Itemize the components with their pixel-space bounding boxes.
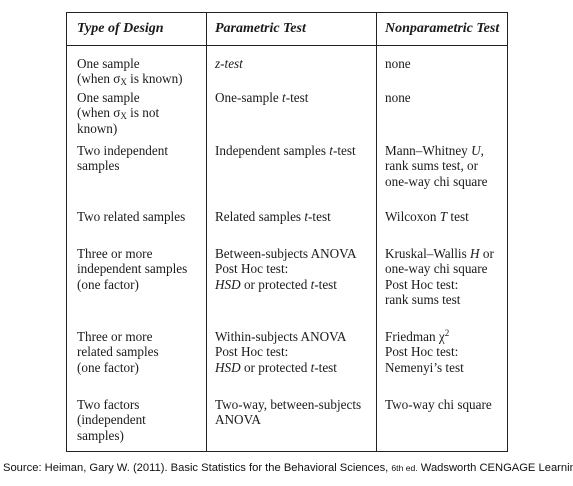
column-divider — [376, 13, 377, 451]
table-row-7-parametric: Two-way, between-subjects ANOVA — [215, 397, 362, 428]
table-row-2-parametric: One-sample t-test — [215, 90, 309, 105]
table-row-4-parametric: Related samples t-test — [215, 209, 331, 224]
table-row-6-nonparametric: Friedman χ2 Post Hoc test: Nemenyi’s tes… — [385, 328, 464, 375]
table-row-2-nonparametric: none — [385, 90, 411, 105]
table-row-1-design: One sample (when σX is known) — [77, 56, 183, 88]
table-row-7-design: Two factors (independent samples) — [77, 397, 146, 443]
column-divider — [206, 13, 207, 451]
header-nonparametric-test: Nonparametric Test — [385, 21, 500, 36]
table-row-5-design: Three or more independent samples (one f… — [77, 246, 188, 292]
header-parametric-test: Parametric Test — [215, 21, 306, 36]
table-row-2-design: One sample (when σX is not known) — [77, 90, 160, 136]
table-row-3-design: Two independent samples — [77, 143, 168, 174]
table-row-1-nonparametric: none — [385, 56, 411, 71]
table-row-6-parametric: Within-subjects ANOVA Post Hoc test: HSD… — [215, 329, 347, 375]
statistics-test-table: Type of Design Parametric Test Nonparame… — [66, 12, 508, 452]
table-row-7-nonparametric: Two-way chi square — [385, 397, 492, 412]
source-citation: Source: Heiman, Gary W. (2011). Basic St… — [3, 462, 573, 474]
table-row-1-parametric: z-test — [215, 56, 243, 71]
table-row-3-nonparametric: Mann–Whitney U, rank sums test, or one-w… — [385, 143, 488, 189]
header-divider — [67, 45, 507, 46]
table-row-4-design: Two related samples — [77, 209, 186, 224]
table-row-4-nonparametric: Wilcoxon T test — [385, 209, 469, 224]
table-row-6-design: Three or more related samples (one facto… — [77, 329, 159, 375]
table-row-5-parametric: Between-subjects ANOVA Post Hoc test: HS… — [215, 246, 357, 292]
header-type-of-design: Type of Design — [77, 21, 164, 36]
table-row-5-nonparametric: Kruskal–Wallis H or one-way chi square P… — [385, 246, 494, 308]
table-row-3-parametric: Independent samples t-test — [215, 143, 356, 158]
